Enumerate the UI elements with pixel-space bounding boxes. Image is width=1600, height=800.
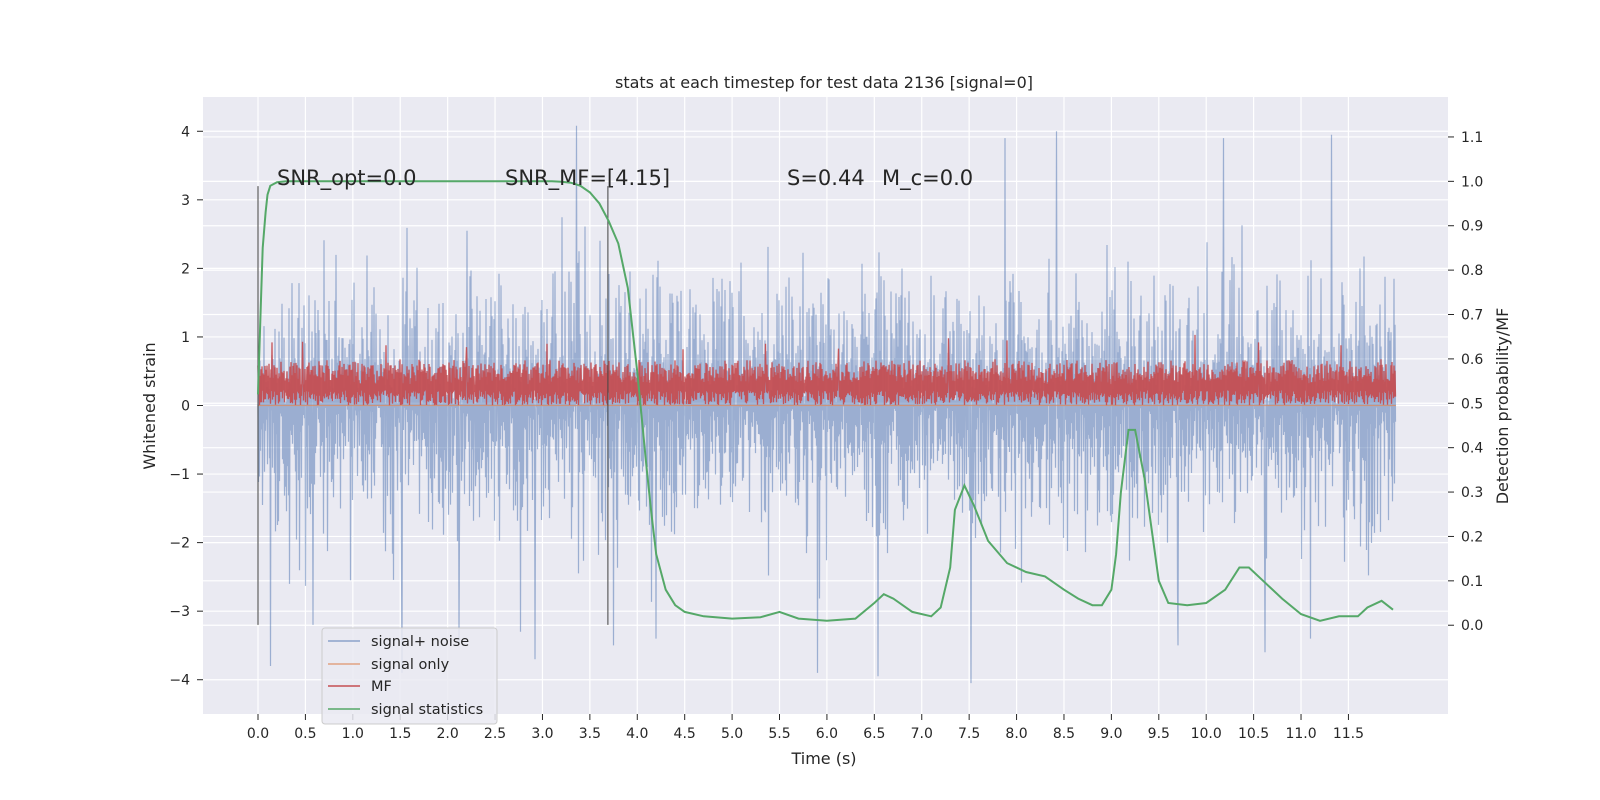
annotation-mc: M_c=0.0 — [882, 166, 973, 191]
y-right-tick-label: 0.8 — [1461, 263, 1483, 279]
x-tick-label: 2.5 — [484, 726, 506, 742]
x-tick-label: 1.0 — [342, 726, 364, 742]
x-tick-label: 7.5 — [958, 726, 980, 742]
x-tick-label: 8.5 — [1053, 726, 1075, 742]
x-tick-label: 0.5 — [294, 726, 316, 742]
x-tick-label: 3.5 — [579, 726, 601, 742]
annotation-snr-opt: SNR_opt=0.0 — [277, 166, 417, 191]
x-tick-label: 3.0 — [531, 726, 553, 742]
y-right-tick-label: 1.1 — [1461, 130, 1483, 146]
x-tick-label: 11.0 — [1285, 726, 1316, 742]
x-tick-label: 11.5 — [1333, 726, 1364, 742]
x-tick-label: 6.0 — [816, 726, 838, 742]
y-left-tick-label: −4 — [169, 673, 190, 689]
y-right-tick-label: 0.6 — [1461, 352, 1483, 368]
legend: signal+ noise signal only MF signal stat… — [321, 627, 498, 725]
annotation-snr-mf: SNR_MF=[4.15] — [505, 166, 670, 191]
x-tick-label: 10.0 — [1191, 726, 1222, 742]
legend-label-signal-statistics: signal statistics — [371, 702, 483, 718]
x-tick-label: 4.0 — [626, 726, 648, 742]
y-right-tick-label: 0.5 — [1461, 396, 1483, 412]
y-axis-right-ticks: 0.0 0.1 0.2 0.3 0.4 0.5 0.6 0.7 0.8 0.9 1.0 1.1 — [1448, 130, 1483, 634]
x-tick-label: 9.5 — [1148, 726, 1170, 742]
y-left-tick-label: 0 — [181, 399, 190, 415]
y-left-tick-label: −1 — [169, 467, 190, 483]
x-axis-title: Time (s) — [790, 749, 856, 768]
x-tick-label: 8.0 — [1005, 726, 1027, 742]
series-mf — [257, 334, 1397, 406]
y-axis-left-title: Whitened strain — [140, 342, 159, 469]
y-right-tick-label: 0.1 — [1461, 574, 1483, 590]
y-right-tick-label: 0.3 — [1461, 485, 1483, 501]
y-right-tick-label: 0.9 — [1461, 219, 1483, 235]
x-axis-ticks: 0.0 0.5 1.0 1.5 2.0 2.5 3.0 3.5 4.0 4.5 5.0 5.5 6.0 6… — [247, 714, 1364, 742]
y-left-tick-label: 2 — [181, 261, 190, 277]
y-right-tick-label: 0.7 — [1461, 308, 1483, 324]
y-axis-left-ticks: −4 −3 −2 −1 0 1 2 3 4 — [169, 124, 203, 689]
x-tick-label: 5.5 — [768, 726, 790, 742]
y-left-tick-label: 1 — [181, 330, 190, 346]
x-tick-label: 0.0 — [247, 726, 269, 742]
y-right-tick-label: 0.2 — [1461, 529, 1483, 545]
y-right-tick-label: 1.0 — [1461, 174, 1483, 190]
legend-label-signal-only: signal only — [371, 657, 450, 673]
x-tick-label: 4.5 — [674, 726, 696, 742]
y-axis-right-title: Detection probability/MF — [1493, 308, 1512, 505]
y-left-tick-label: −2 — [169, 536, 190, 552]
legend-label-mf: MF — [371, 679, 392, 695]
legend-label-signal-noise: signal+ noise — [371, 634, 469, 650]
x-tick-label: 10.5 — [1238, 726, 1269, 742]
annotation-s: S=0.44 — [787, 166, 865, 190]
x-tick-label: 6.5 — [863, 726, 885, 742]
y-right-tick-label: 0.4 — [1461, 441, 1483, 457]
x-tick-label: 2.0 — [437, 726, 459, 742]
series-signal-statistics — [257, 180, 1394, 622]
chart-title: stats at each timestep for test data 213… — [615, 73, 1033, 92]
x-tick-label: 1.5 — [389, 726, 411, 742]
y-left-tick-label: −3 — [169, 604, 190, 620]
y-left-tick-label: 3 — [181, 193, 190, 209]
y-left-tick-label: 4 — [181, 124, 190, 140]
legend-box — [321, 627, 498, 725]
y-right-tick-label: 0.0 — [1461, 618, 1483, 634]
x-tick-label: 5.0 — [721, 726, 743, 742]
x-tick-label: 9.0 — [1100, 726, 1122, 742]
x-tick-label: 7.0 — [911, 726, 933, 742]
